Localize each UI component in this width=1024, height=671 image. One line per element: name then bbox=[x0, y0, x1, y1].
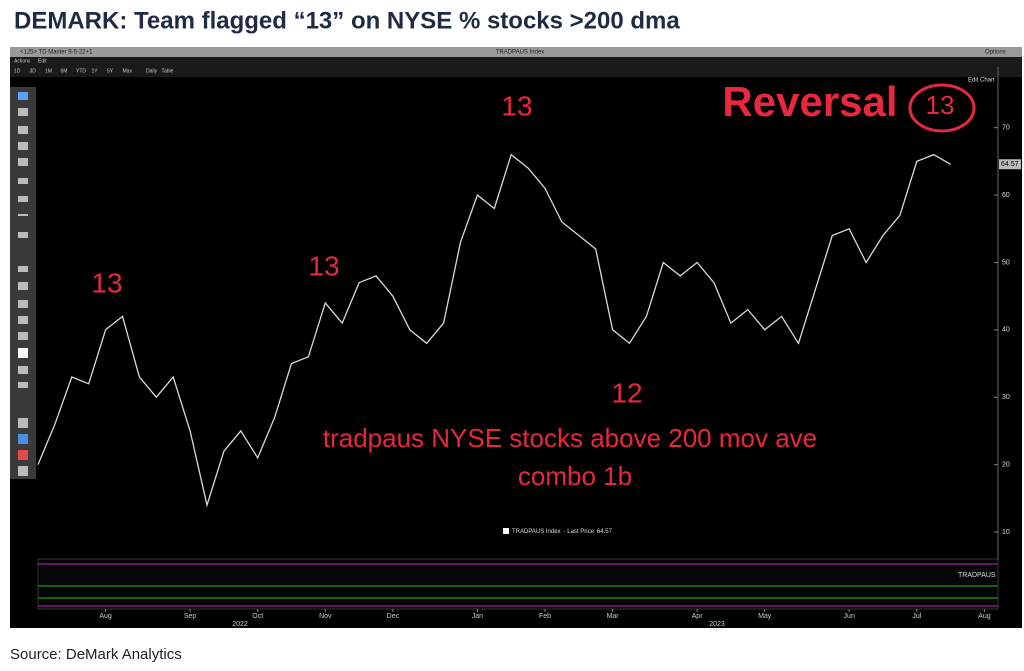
x-tick-label: Nov bbox=[319, 613, 332, 620]
annotation-circle bbox=[908, 83, 976, 133]
range-button[interactable]: 3D bbox=[30, 68, 37, 74]
window-bar bbox=[10, 47, 1022, 57]
slide-title: DEMARK: Team flagged “13” on NYSE % stoc… bbox=[14, 7, 680, 34]
x-tick-label: Sep bbox=[184, 613, 197, 620]
y-tick-label: 20 bbox=[1002, 461, 1010, 468]
options[interactable]: Options bbox=[985, 50, 1006, 56]
x-tick-label: Feb bbox=[539, 613, 551, 620]
range-button[interactable]: Max bbox=[123, 68, 133, 74]
y-tick-label: 70 bbox=[1002, 125, 1010, 132]
series-line bbox=[37, 153, 951, 508]
legend-swatch bbox=[503, 528, 509, 534]
panel-label: TRADPAUS bbox=[958, 572, 996, 579]
x-tick-label: Apr bbox=[692, 613, 704, 620]
x-tick-label: Jan bbox=[472, 613, 483, 620]
range-button[interactable]: Table bbox=[162, 68, 174, 74]
annotation: 13 bbox=[308, 250, 339, 281]
x-tick-label: Dec bbox=[387, 613, 400, 620]
range-button[interactable]: 6M bbox=[61, 68, 68, 74]
legend-value: 64.57 bbox=[597, 529, 613, 535]
annotation: 12 bbox=[611, 377, 642, 408]
last-price-label: 64.57 bbox=[1001, 161, 1019, 168]
x-tick-label: Mar bbox=[607, 613, 620, 620]
actions[interactable]: Actions bbox=[14, 58, 31, 64]
legend-label: - Last Price bbox=[564, 529, 595, 535]
x-tick-label: May bbox=[758, 613, 772, 620]
x-tick-label: Jun bbox=[844, 613, 855, 620]
indicator-panel bbox=[37, 558, 999, 610]
toolbar bbox=[10, 57, 1022, 77]
y-tick-label: 10 bbox=[1002, 529, 1010, 536]
last-price-box bbox=[999, 159, 1021, 170]
annotation: 13 bbox=[501, 90, 532, 121]
source: Source: DeMark Analytics bbox=[10, 646, 182, 663]
annotation: Reversal bbox=[722, 78, 897, 125]
annotation: 13 bbox=[91, 267, 122, 298]
edit[interactable]: Edit bbox=[38, 58, 47, 64]
range-button[interactable]: 1Y bbox=[92, 68, 99, 74]
tool-icons bbox=[18, 92, 28, 476]
annotation: combo 1b bbox=[518, 461, 632, 491]
year-label: 2022 bbox=[232, 621, 248, 628]
y-tick-label: 60 bbox=[1002, 192, 1010, 199]
window-center: TRADPAUS Index bbox=[496, 50, 545, 56]
range-button[interactable]: YTD bbox=[76, 68, 86, 74]
window-title: <125> TD Master 9-5-22+1 bbox=[20, 50, 93, 56]
range-button[interactable]: 1M bbox=[45, 68, 52, 74]
edit-chart[interactable]: Edit Chart bbox=[968, 78, 995, 84]
annotation: 13 bbox=[926, 90, 955, 120]
annotation: tradpaus NYSE stocks above 200 mov ave bbox=[323, 423, 817, 453]
x-tick-label: Aug bbox=[99, 613, 112, 620]
y-tick-label: 50 bbox=[1002, 259, 1010, 266]
x-tick-label: Oct bbox=[252, 613, 263, 620]
x-tick-label: Jul bbox=[912, 613, 921, 620]
range-button[interactable]: 1D bbox=[14, 68, 21, 74]
y-tick-label: 30 bbox=[1002, 394, 1010, 401]
y-tick-label: 40 bbox=[1002, 327, 1010, 334]
legend: TRADPAUS Index - Last Price 64.57 bbox=[512, 529, 613, 535]
range-button[interactable]: 5Y bbox=[107, 68, 114, 74]
chart-window bbox=[10, 47, 1022, 628]
range-button[interactable]: Daily bbox=[146, 68, 158, 74]
year-label: 2023 bbox=[709, 621, 725, 628]
x-tick-label: Aug bbox=[978, 613, 991, 620]
legend-name: TRADPAUS Index bbox=[512, 529, 561, 535]
